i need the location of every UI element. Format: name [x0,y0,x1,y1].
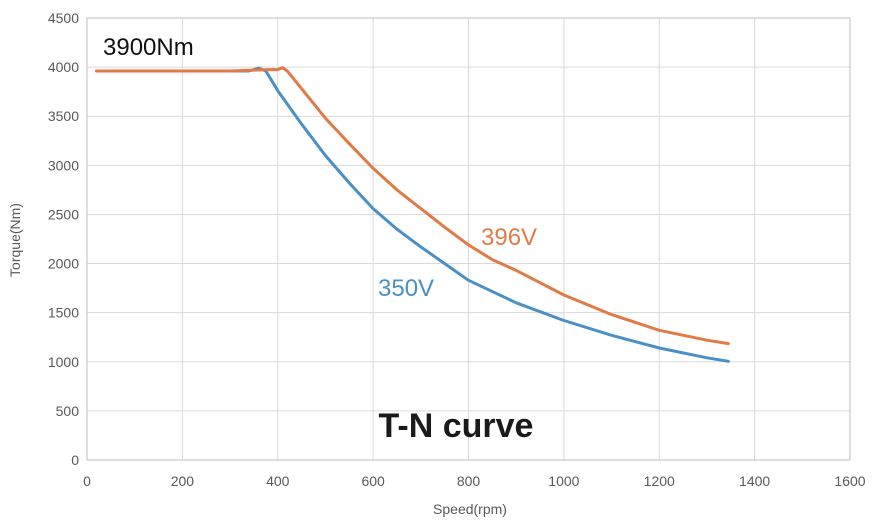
y-tick-label: 500 [56,403,80,419]
y-axis-title: Torque(Nm) [7,203,23,277]
y-tick-label: 1000 [48,354,79,370]
series-lines [95,66,730,363]
series-label-350v: 350V [378,275,434,302]
x-tick-label: 800 [457,473,481,489]
y-tick-label: 3500 [48,108,79,124]
series-label-396v: 396V [481,224,537,251]
x-tick-label: 200 [171,473,195,489]
chart-title: T-N curve [379,407,534,445]
y-tick-label: 2500 [48,206,79,222]
torque-annotation: 3900Nm [103,34,194,61]
x-tick-label: 1600 [834,473,865,489]
x-tick-label: 600 [361,473,385,489]
y-tick-label: 1500 [48,305,79,321]
y-tick-label: 4500 [48,10,79,26]
y-tick-label: 4000 [48,59,79,75]
plot-frame [86,17,851,461]
y-tick-label: 3000 [48,157,79,173]
grid-lines [86,17,851,461]
x-tick-label: 1000 [548,473,579,489]
x-tick-label: 1400 [739,473,770,489]
x-axis-title: Speed(rpm) [433,501,507,517]
y-tick-label: 2000 [48,256,79,272]
series-line-396v [95,66,730,346]
y-tick-label: 0 [71,452,79,468]
x-tick-label: 400 [266,473,290,489]
x-tick-label: 1200 [644,473,675,489]
x-tick-label: 0 [83,473,91,489]
x-tick-labels: 0 200 400 600 800 1000 1200 1400 1600 [83,473,866,489]
y-tick-labels: 0 500 1000 1500 2000 2500 3000 3500 4000 4500 [48,10,79,468]
